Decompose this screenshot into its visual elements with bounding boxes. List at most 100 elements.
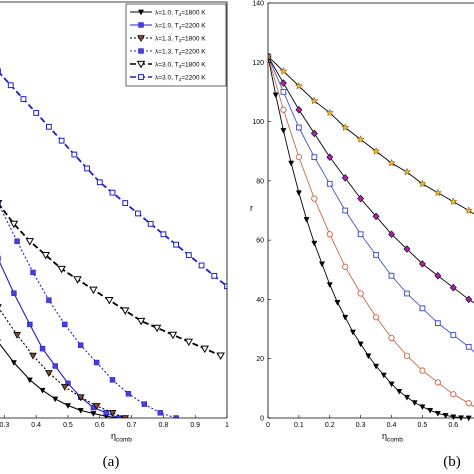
legend-label-sub-a-1: 3 — [179, 25, 182, 30]
data-point-b-4-1 — [279, 66, 288, 75]
legend-label-a-0: λ=1.0, T3=1800 K — [155, 9, 206, 16]
legend-label-a-3: λ=1.3, T3=2200 K — [155, 48, 206, 56]
series-line-a-0 — [0, 343, 119, 418]
series-layer-b — [268, 52, 474, 422]
legend-box-a — [125, 3, 227, 87]
data-point-b-1-10 — [419, 367, 426, 374]
x-tick-label-b-0: 0 — [266, 422, 270, 429]
data-point-b-0-12 — [357, 341, 364, 348]
series-line-a-4 — [0, 204, 221, 357]
legend-label-a-5: λ=3.0, T3=2200 K — [155, 74, 206, 82]
data-point-b-3-7 — [372, 212, 380, 221]
data-point-b-1-7 — [372, 314, 380, 321]
x-axis-label-sub-b: comb — [387, 437, 403, 444]
x-tick-label-a-6: 0.9 — [190, 422, 200, 429]
data-point-a-4-1 — [9, 220, 19, 229]
data-point-a-3-10 — [157, 410, 163, 416]
data-point-b-4-4 — [325, 108, 334, 117]
data-point-b-3-13 — [465, 295, 473, 304]
data-point-b-3-5 — [341, 174, 349, 182]
data-point-b-2-6 — [357, 231, 364, 238]
data-point-a-3-2 — [30, 269, 36, 276]
data-point-a-5-4 — [45, 123, 52, 130]
data-point-a-5-8 — [96, 179, 103, 186]
data-point-b-0-10 — [342, 314, 349, 321]
legend-label-sub-a-5: 3 — [179, 77, 182, 82]
data-point-a-0-2 — [26, 377, 33, 384]
data-point-a-0-6 — [77, 408, 84, 414]
data-point-b-3-8 — [388, 230, 395, 238]
x-tick-label-b-4: 0.4 — [387, 422, 397, 429]
legend-label-a-1: λ=1.0, T3=2200 K — [155, 22, 206, 30]
legend-marker-a-5 — [138, 74, 144, 80]
legend-a: λ=1.0, T3=1800 K λ=1.0, T3=2200 K λ=1.3, T… — [125, 3, 227, 87]
data-point-a-4-5 — [73, 276, 82, 284]
data-point-a-5-17 — [211, 272, 218, 279]
data-point-a-1-4 — [52, 363, 58, 369]
data-point-a-2-2 — [29, 352, 37, 360]
legend-label-tail-a-4: =1800 K — [181, 61, 206, 68]
legend-label-tail-a-2: =1800 K — [181, 35, 206, 42]
data-point-b-0-19 — [411, 400, 418, 406]
data-point-b-1-5 — [342, 263, 349, 270]
data-point-b-0-7 — [319, 261, 326, 268]
data-point-b-2-7 — [373, 252, 379, 258]
data-point-b-3-2 — [295, 105, 303, 114]
x-tick-label-b-2: 0.2 — [325, 422, 335, 429]
data-point-a-5-9 — [109, 189, 116, 196]
data-point-a-5-6 — [71, 151, 78, 158]
data-point-a-5-18 — [224, 283, 227, 290]
x-tick-label-a-1: 0.4 — [31, 422, 41, 429]
chart-panel-a: 0.3 0.4 0.5 0.6 0.7 0.8 0.9 1 ηcomb (a) λ=1.0, T3=… — [0, 1, 229, 470]
data-point-a-4-2 — [25, 238, 35, 246]
data-point-b-4-6 — [356, 135, 365, 143]
data-point-a-4-9 — [136, 317, 146, 326]
y-axis-label-b: r — [250, 203, 253, 213]
x-tick-label-a-4: 0.7 — [127, 422, 137, 429]
data-point-b-0-13 — [365, 353, 372, 360]
panel-label-b: (b) — [443, 454, 461, 470]
data-point-b-4-10 — [418, 179, 427, 188]
data-point-b-0-9 — [334, 300, 341, 306]
data-point-b-3-11 — [434, 271, 442, 280]
data-point-a-2-8 — [121, 415, 130, 418]
legend-label-sub-a-2: 3 — [179, 38, 182, 43]
data-point-b-2-12 — [450, 332, 457, 338]
data-point-b-4-13 — [464, 206, 473, 214]
x-tick-label-a-7: 1 — [225, 422, 229, 429]
legend-label-tail-a-5: =2200 K — [181, 74, 206, 81]
data-point-a-2-0 — [0, 304, 2, 308]
data-point-b-1-3 — [311, 195, 318, 202]
data-point-b-1-11 — [434, 379, 442, 386]
legend-label-tail-a-3: =2200 K — [181, 48, 206, 55]
data-point-b-1-12 — [450, 391, 457, 398]
data-point-b-3-9 — [403, 245, 411, 253]
data-point-a-5-7 — [84, 165, 90, 172]
data-point-b-2-3 — [311, 154, 318, 161]
series-layer-a — [0, 68, 227, 418]
data-point-a-5-13 — [160, 231, 167, 238]
y-tick-label-b-4: 80 — [256, 178, 264, 185]
data-point-b-2-9 — [404, 290, 410, 297]
data-point-b-3-6 — [357, 194, 365, 203]
data-point-b-0-14 — [373, 363, 380, 370]
data-point-a-1-1 — [11, 290, 17, 296]
data-point-b-4-11 — [433, 188, 442, 197]
data-point-b-3-1 — [280, 79, 287, 87]
legend-label-sub-a-3: 3 — [179, 51, 182, 56]
data-point-b-2-5 — [342, 207, 349, 214]
data-point-b-0-23 — [442, 413, 449, 419]
x-tick-label-b-6: 0.6 — [448, 422, 458, 429]
data-point-b-3-3 — [310, 129, 318, 138]
legend-marker-a-3 — [138, 48, 144, 54]
data-point-a-0-5 — [64, 403, 71, 409]
legend-label-tail-a-0: =1800 K — [181, 9, 206, 16]
data-point-a-2-4 — [60, 384, 69, 391]
data-point-a-2-7 — [108, 410, 117, 417]
legend-marker-a-2 — [137, 35, 145, 43]
panel-label-a: (a) — [103, 454, 120, 470]
data-point-a-1-2 — [27, 321, 33, 328]
data-point-a-4-10 — [152, 324, 162, 333]
series-line-a-3 — [0, 205, 177, 418]
data-point-b-0-20 — [419, 404, 426, 411]
